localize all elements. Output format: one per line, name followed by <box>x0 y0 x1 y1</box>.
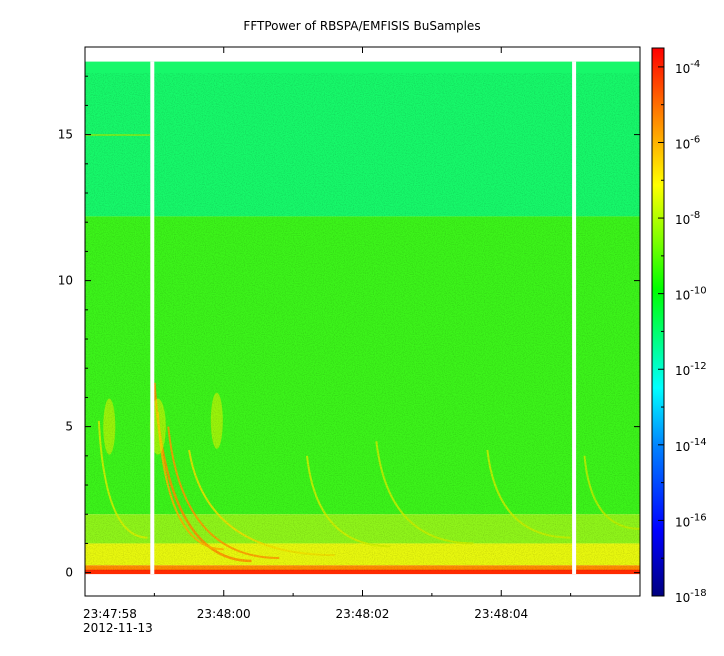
colorbar-tick-label-4: 10-12 <box>675 361 707 378</box>
colorbar-tick-base: 10 <box>675 213 690 227</box>
y-tick-label-2: 10 <box>58 274 73 288</box>
x-tick-label-2: 23:48:02 <box>336 607 390 621</box>
colorbar-tick-base: 10 <box>675 289 690 303</box>
x-tick-date-label-0: 2012-11-13 <box>83 621 153 635</box>
colorbar-tick-exponent: -4 <box>690 59 700 70</box>
x-tick-label-3: 23:48:04 <box>474 607 528 621</box>
y-tick-label-0: 0 <box>65 566 73 580</box>
x-tick-label-0: 23:47:58 <box>83 607 137 621</box>
colorbar-tick-base: 10 <box>675 137 690 151</box>
x-tick-label-1: 23:48:00 <box>197 607 251 621</box>
colorbar-tick-base: 10 <box>675 515 690 529</box>
colorbar-tick-label-0: 10-4 <box>675 59 700 76</box>
colorbar-tick-exponent: -10 <box>690 286 706 297</box>
colorbar-tick-base: 10 <box>675 440 690 454</box>
colorbar-tick-label-2: 10-8 <box>675 210 700 227</box>
colorbar-gradient <box>651 47 665 597</box>
colorbar-tick-label-7: 10-18 <box>675 588 707 605</box>
data-gap-0 <box>150 61 155 575</box>
noise-texture <box>85 73 640 571</box>
y-axis: 0 5 10 15 <box>58 75 640 580</box>
y-tick-label-1: 5 <box>65 420 73 434</box>
colorbar-tick-exponent: -16 <box>690 512 706 523</box>
data-gaps <box>150 61 577 575</box>
colorbar-tick-exponent: -14 <box>690 437 706 448</box>
y-tick-label-3: 15 <box>58 128 73 142</box>
colorbar-tick-base: 10 <box>675 591 690 605</box>
colorbar-tick-exponent: -8 <box>690 210 700 221</box>
colorbar-tick-label-3: 10-10 <box>675 286 707 303</box>
colorbar-tick-label-6: 10-16 <box>675 512 707 529</box>
chart-title: FFTPower of RBSPA/EMFISIS BuSamples <box>243 19 480 33</box>
plot-area <box>85 47 640 596</box>
colorbar-tick-exponent: -6 <box>690 134 700 145</box>
colorbar-tick-exponent: -18 <box>690 588 706 599</box>
colorbar-tick-base: 10 <box>675 62 690 76</box>
colorbar-tick-label-5: 10-14 <box>675 437 707 454</box>
data-gap-1 <box>572 61 577 575</box>
colorbar-tick-base: 10 <box>675 364 690 378</box>
colorbar-tick-exponent: -12 <box>690 361 706 372</box>
colorbar-tick-label-1: 10-6 <box>675 134 700 151</box>
band-line <box>85 569 640 575</box>
